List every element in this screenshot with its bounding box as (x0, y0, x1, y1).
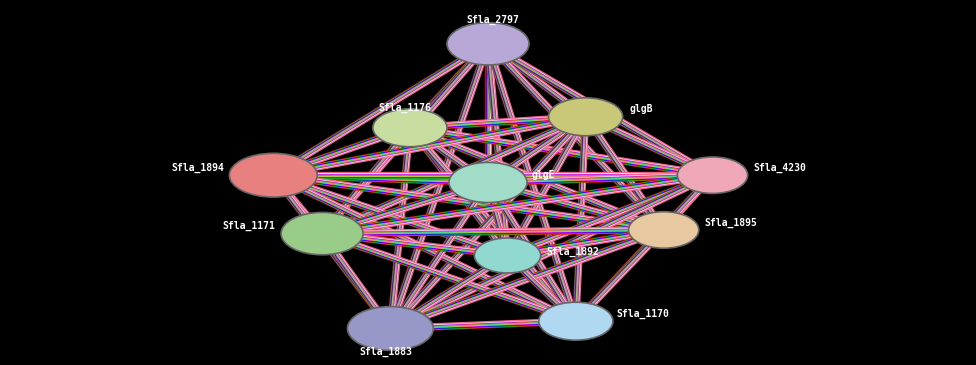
Ellipse shape (281, 212, 363, 255)
Text: Sfla_1883: Sfla_1883 (359, 347, 412, 357)
Text: Sfla_1894: Sfla_1894 (172, 163, 224, 173)
Ellipse shape (677, 157, 748, 193)
Text: Sfla_1892: Sfla_1892 (547, 247, 599, 257)
Ellipse shape (629, 212, 699, 248)
Text: Sfla_1176: Sfla_1176 (379, 103, 431, 113)
Text: Sfla_1170: Sfla_1170 (617, 309, 670, 319)
Ellipse shape (373, 109, 447, 147)
Ellipse shape (347, 307, 433, 350)
Ellipse shape (539, 302, 613, 340)
Text: Sfla_4230: Sfla_4230 (753, 163, 806, 173)
Ellipse shape (474, 238, 541, 273)
Text: Sfla_2797: Sfla_2797 (467, 15, 519, 25)
Ellipse shape (449, 162, 527, 203)
Ellipse shape (447, 23, 529, 65)
Text: Sfla_1895: Sfla_1895 (705, 218, 757, 228)
Text: glgE: glgE (532, 170, 555, 180)
Text: Sfla_1171: Sfla_1171 (223, 221, 275, 231)
Ellipse shape (229, 153, 317, 197)
Text: glgB: glgB (630, 104, 653, 115)
Ellipse shape (549, 98, 623, 136)
